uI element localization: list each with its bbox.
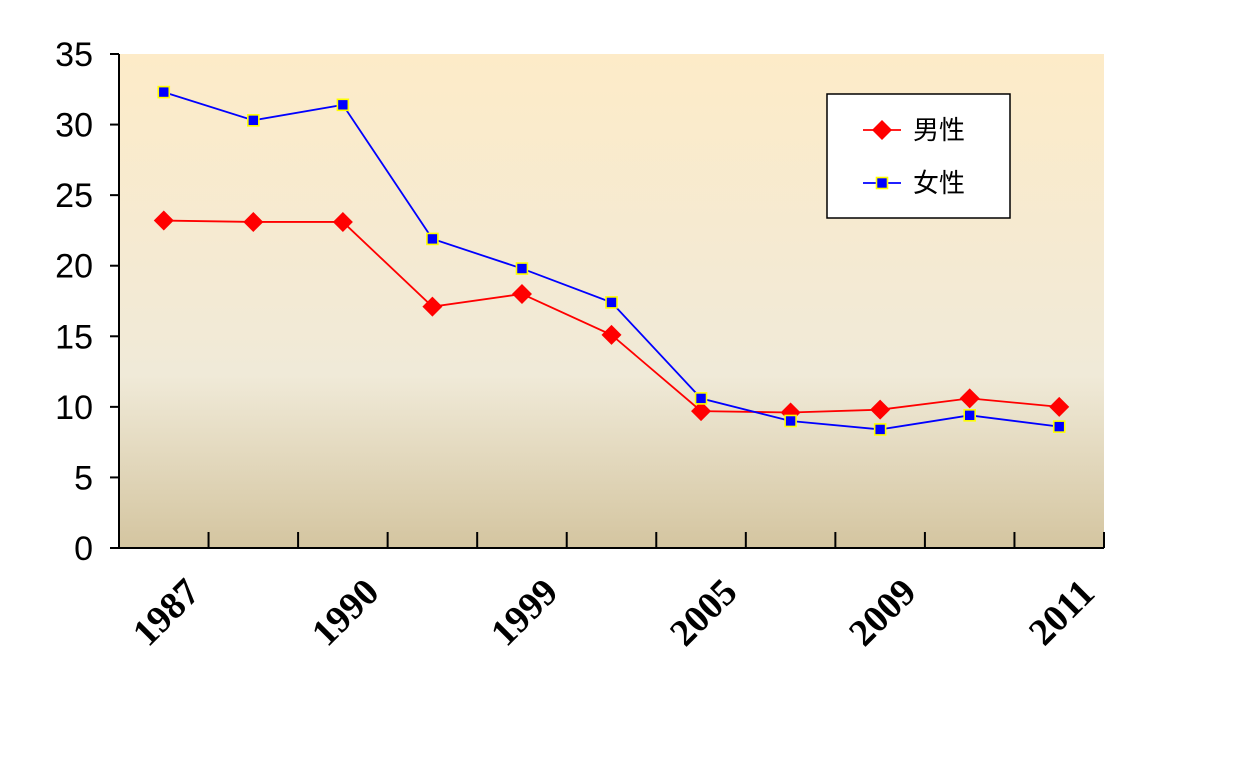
data-point-series-2 [694,392,708,405]
legend-marker [872,120,892,140]
legend-label: 男性 [913,116,965,146]
y-tick-label: 10 [55,389,93,427]
x-tick-label: 1999 [483,571,566,654]
x-tick-label: 1987 [125,571,208,654]
data-point-series-1 [870,399,891,420]
data-point-series-2 [515,262,529,275]
data-point-series-2 [426,232,439,246]
y-tick-label: 5 [74,459,93,497]
y-tick-label: 20 [55,248,93,286]
x-tick-label: 2005 [662,571,745,654]
data-point-series-2 [963,409,976,422]
data-point-series-2 [1052,420,1066,433]
data-point-series-1 [601,324,622,345]
y-tick-label: 0 [74,530,93,568]
y-tick-label: 30 [55,107,93,145]
y-tick-label: 35 [55,36,93,74]
data-point-series-2 [784,414,797,428]
data-point-series-1 [332,211,353,232]
x-tick-label: 2009 [841,571,924,654]
data-point-series-1 [511,283,532,304]
data-point-series-1 [153,210,174,231]
data-point-series-1 [1049,396,1070,417]
data-point-series-2 [873,423,887,436]
data-point-series-1 [243,211,264,232]
legend-label: 女性 [913,169,965,199]
data-point-series-1 [422,296,443,317]
x-tick-label: 2011 [1021,572,1103,654]
data-point-series-1 [959,388,980,409]
data-point-series-2 [605,296,618,309]
data-point-series-2 [336,98,350,112]
data-point-series-2 [247,114,260,127]
y-tick-label: 25 [55,177,93,215]
data-point-series-2 [157,85,171,99]
y-tick-label: 15 [55,318,93,356]
legend-marker [875,176,889,190]
legend-box [826,93,1011,219]
x-tick-label: 1990 [304,571,387,654]
data-point-series-1 [691,401,712,422]
